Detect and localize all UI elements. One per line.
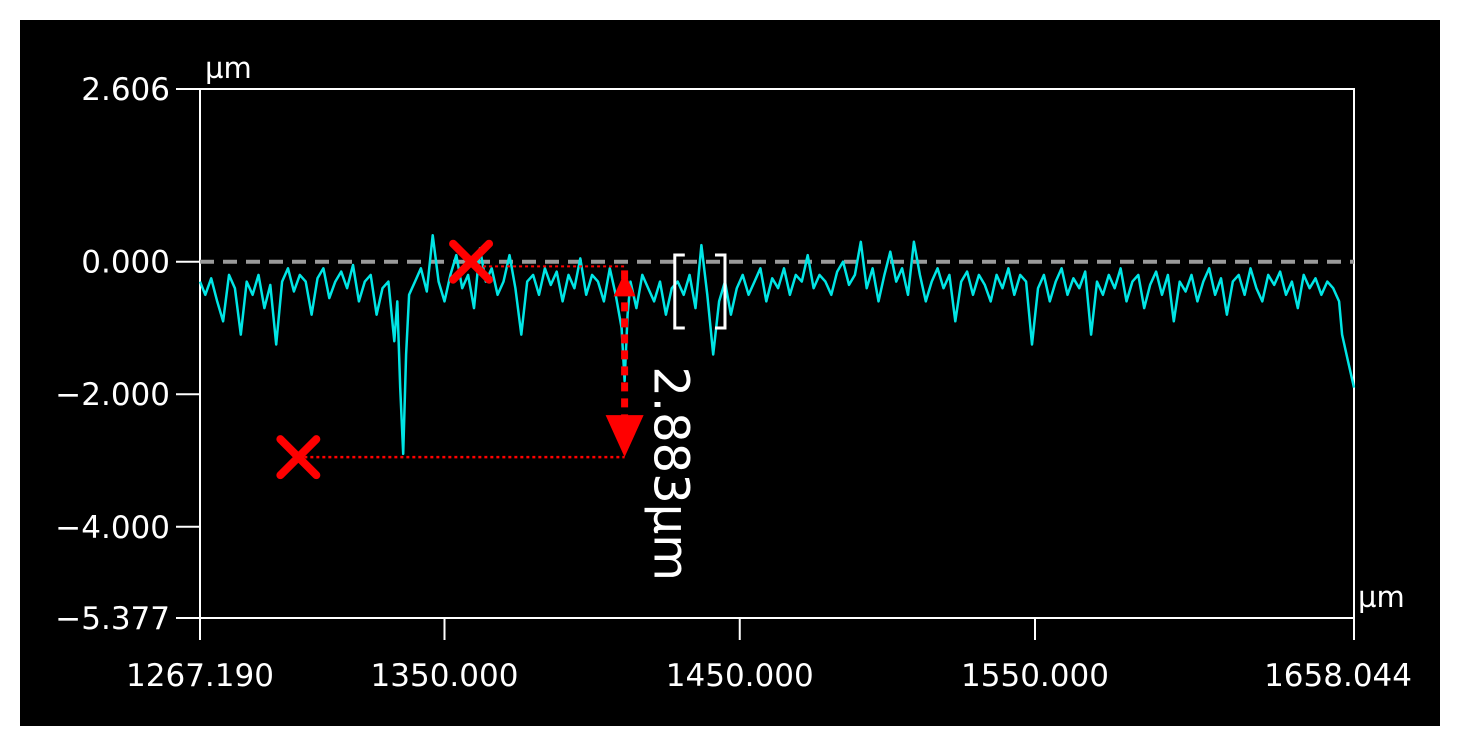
- selection-bracket: [673, 253, 727, 330]
- profile-chart: 2.606 0.000 −2.000 −4.000 −5.377 1267.190 1350…: [55, 51, 1412, 694]
- y-tick-label: −5.377: [55, 601, 170, 637]
- y-tick-label: −4.000: [55, 510, 170, 546]
- y-tick-label: 0.000: [81, 245, 170, 281]
- cross-marker: [276, 435, 321, 480]
- y-tick-label: 2.606: [81, 72, 170, 108]
- cross-marker: [449, 239, 494, 284]
- y-tick-label: −2.000: [55, 377, 170, 413]
- profile-series-line: [198, 233, 1356, 456]
- x-tick-label: 1658.044: [1264, 658, 1412, 694]
- plot-panel: 2.606 0.000 −2.000 −4.000 −5.377 1267.190 1350…: [20, 20, 1440, 726]
- measurement-arrowhead: [605, 415, 644, 458]
- y-unit-label: µm: [205, 51, 252, 85]
- x-tick-label: 1267.190: [126, 658, 274, 694]
- x-tick-label: 1450.000: [666, 658, 814, 694]
- x-tick-label: 1350.000: [371, 658, 519, 694]
- x-tick-label: 1550.000: [961, 658, 1109, 694]
- x-unit-label: µm: [1358, 580, 1405, 614]
- measurement-arrowhead-top: [613, 272, 636, 297]
- measurement-label: 2.883µm: [643, 366, 699, 581]
- plot-frame: [199, 88, 1355, 619]
